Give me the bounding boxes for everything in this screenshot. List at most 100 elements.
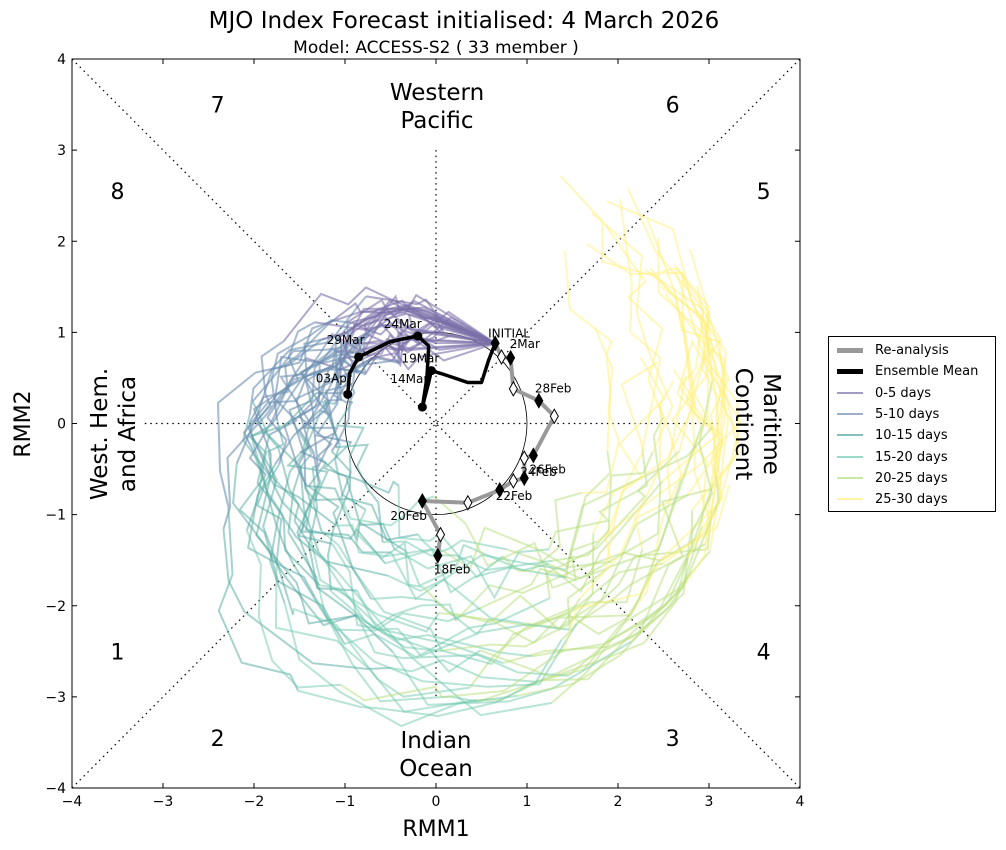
member-track-5-10-days: [216, 338, 323, 507]
legend-item: 10-15 days: [829, 425, 995, 446]
member-track-10-15-days: [232, 463, 357, 627]
reanalysis-marker: [463, 494, 473, 511]
member-track-25-30-days: [634, 375, 687, 550]
member-track-20-25-days: [468, 562, 664, 689]
reanalysis-marker: [519, 470, 529, 487]
reanalysis-date-label: 26Feb: [529, 462, 566, 476]
member-track-15-20-days: [336, 524, 443, 558]
reanalysis-marker: [417, 492, 427, 509]
x-tick-label: 4: [796, 794, 805, 810]
ensemble-mean-line: [345, 334, 497, 409]
x-tick-label: 3: [705, 794, 714, 810]
phase-number: 4: [757, 640, 771, 665]
member-track-10-15-days: [255, 454, 358, 625]
member-track-5-10-days: [334, 355, 366, 448]
ensemble-date-label: 14Mar: [390, 372, 428, 386]
reanalysis-marker: [433, 547, 443, 564]
reanalysis-marker: [495, 482, 505, 499]
member-track-20-25-days: [552, 452, 654, 562]
legend-label: 15-20 days: [875, 449, 948, 465]
legend-swatch: [837, 434, 863, 437]
x-tick-label: 0: [432, 794, 441, 810]
chart-title: MJO Index Forecast initialised: 4 March …: [209, 8, 720, 34]
member-track-25-30-days: [646, 218, 727, 477]
x-tick-label: −1: [335, 794, 356, 810]
member-track-10-15-days: [296, 470, 394, 653]
region-label: Indian: [400, 728, 471, 754]
member-track-20-25-days: [568, 476, 720, 677]
member-track-10-15-days: [217, 505, 299, 692]
region-label: Western: [390, 80, 484, 106]
region-label: West. Hem.: [87, 368, 113, 500]
member-track-10-15-days: [286, 422, 329, 532]
x-tick-label: 1: [523, 794, 532, 810]
member-track-15-20-days: [317, 550, 493, 666]
legend: Re-analysis Ensemble Mean 0-5 days 5-10 day…: [828, 336, 996, 512]
region-label: Maritime: [758, 373, 784, 475]
phase-number: 6: [666, 94, 680, 119]
member-track-0-5-days: [354, 329, 496, 358]
legend-item: 20-25 days: [829, 468, 995, 489]
member-track-10-15-days: [222, 529, 391, 671]
member-track-10-15-days: [253, 452, 321, 586]
member-track-10-15-days: [322, 441, 396, 550]
chart-subtitle: Model: ACCESS-S2 ( 33 member ): [293, 38, 579, 58]
y-tick-label: 3: [57, 143, 66, 159]
y-tick-label: −1: [45, 508, 66, 524]
reanalysis-marker: [508, 380, 518, 397]
member-track-20-25-days: [455, 551, 661, 622]
member-track-20-25-days: [566, 425, 703, 630]
member-track-25-30-days: [591, 212, 674, 453]
member-track-15-20-days: [356, 614, 569, 677]
member-track-10-15-days: [246, 464, 316, 597]
legend-swatch: [837, 347, 863, 353]
reanalysis-date-label: 18Feb: [434, 563, 471, 577]
member-track-20-25-days: [547, 416, 664, 580]
member-track-0-5-days: [344, 304, 496, 358]
y-tick-label: −3: [45, 690, 66, 706]
reanalysis-marker: [506, 349, 516, 366]
phase-number: 8: [111, 180, 125, 205]
x-tick-label: −2: [244, 794, 265, 810]
reanalysis-marker: [528, 447, 538, 464]
member-track-25-30-days: [662, 311, 714, 565]
member-track-0-5-days: [336, 309, 496, 345]
ensemble-mean-marker: [413, 331, 423, 341]
member-track-5-10-days: [268, 355, 346, 436]
member-track-5-10-days: [270, 319, 353, 421]
phase-number: 3: [666, 727, 680, 752]
member-track-25-30-days: [604, 361, 658, 562]
member-track-25-30-days: [659, 314, 730, 562]
member-track-10-15-days: [321, 400, 367, 511]
member-track-10-15-days: [317, 455, 400, 495]
member-track-5-10-days: [298, 357, 357, 464]
member-track-0-5-days: [282, 286, 496, 345]
legend-label: 5-10 days: [875, 406, 940, 422]
member-track-20-25-days: [480, 557, 689, 678]
reanalysis-marker: [508, 472, 518, 489]
legend-swatch: [837, 476, 863, 479]
member-track-5-10-days: [297, 367, 340, 457]
phase-number: 7: [211, 94, 225, 119]
member-track-20-25-days: [547, 448, 648, 550]
member-track-15-20-days: [319, 584, 481, 674]
member-track-15-20-days: [393, 548, 549, 600]
x-tick-label: 2: [614, 794, 623, 810]
reanalysis-date-label: 2Mar: [510, 337, 540, 351]
member-track-20-25-days: [433, 495, 607, 590]
region-label: Continent: [730, 368, 756, 480]
member-track-25-30-days: [606, 200, 727, 484]
reanalysis-date-label: INITIAL: [488, 326, 530, 340]
member-track-15-20-days: [297, 679, 540, 718]
reanalysis-marker: [435, 526, 446, 543]
y-axis-label: RMM2: [11, 390, 36, 457]
member-track-15-20-days: [371, 595, 570, 635]
member-track-25-30-days: [619, 199, 662, 450]
legend-swatch: [837, 455, 863, 458]
y-tick-label: 2: [57, 234, 66, 250]
member-track-10-15-days: [245, 392, 317, 531]
x-axis-label: RMM1: [402, 817, 469, 842]
legend-item: 0-5 days: [829, 383, 995, 404]
reanalysis-marker: [534, 392, 544, 409]
